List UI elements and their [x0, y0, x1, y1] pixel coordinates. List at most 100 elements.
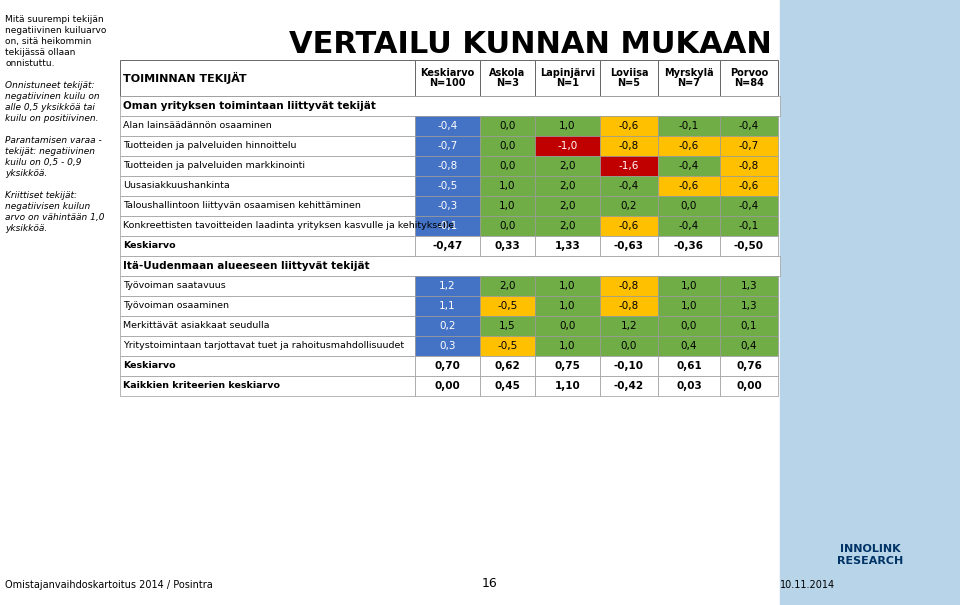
Bar [120, 176, 415, 196]
Bar [600, 296, 658, 316]
Bar [600, 336, 658, 356]
Bar [120, 96, 780, 116]
Bar [600, 116, 658, 136]
Bar [415, 236, 480, 256]
Bar [120, 156, 415, 176]
Bar [600, 316, 658, 336]
Text: 0,4: 0,4 [741, 341, 757, 351]
Text: 0,0: 0,0 [681, 201, 697, 211]
Bar [535, 60, 600, 96]
Bar [120, 196, 415, 216]
Text: 1,0: 1,0 [560, 341, 576, 351]
Text: -0,10: -0,10 [614, 361, 644, 371]
Text: -0,42: -0,42 [614, 381, 644, 391]
Text: -0,5: -0,5 [497, 341, 517, 351]
Bar [480, 196, 535, 216]
Text: 1,0: 1,0 [681, 301, 697, 311]
Text: yksikköä.: yksikköä. [5, 169, 47, 178]
Text: 0,00: 0,00 [435, 381, 461, 391]
Bar [120, 136, 415, 156]
Text: -0,4: -0,4 [679, 161, 699, 171]
Bar [600, 196, 658, 216]
Bar [600, 156, 658, 176]
Text: -0,7: -0,7 [739, 141, 759, 151]
Text: 0,2: 0,2 [440, 321, 456, 331]
Bar [535, 116, 600, 136]
Text: kuilu on positiivinen.: kuilu on positiivinen. [5, 114, 99, 123]
Bar [480, 276, 535, 296]
Text: 0,33: 0,33 [494, 241, 520, 251]
Text: -0,36: -0,36 [674, 241, 704, 251]
Bar [720, 196, 778, 216]
Bar [535, 136, 600, 156]
Text: -0,6: -0,6 [619, 221, 639, 231]
Text: negatiivisen kuilun: negatiivisen kuilun [5, 202, 90, 211]
Text: Myrskylä: Myrskylä [664, 68, 714, 78]
Text: 0,4: 0,4 [681, 341, 697, 351]
Text: Tuotteiden ja palveluiden hinnoittelu: Tuotteiden ja palveluiden hinnoittelu [123, 142, 297, 151]
Bar [415, 196, 480, 216]
Bar [600, 236, 658, 256]
Text: -0,8: -0,8 [619, 281, 639, 291]
Bar [120, 356, 415, 376]
Bar [535, 176, 600, 196]
Bar [600, 176, 658, 196]
Bar [658, 136, 720, 156]
Bar [120, 256, 780, 276]
Text: Keskiarvo: Keskiarvo [123, 362, 176, 370]
Bar [600, 276, 658, 296]
Bar [658, 60, 720, 96]
Bar [720, 136, 778, 156]
Bar [720, 356, 778, 376]
Bar [780, 0, 960, 605]
Text: 1,0: 1,0 [560, 301, 576, 311]
Text: 0,61: 0,61 [676, 361, 702, 371]
Text: -0,63: -0,63 [614, 241, 644, 251]
Bar [658, 156, 720, 176]
Text: 1,2: 1,2 [439, 281, 456, 291]
Text: 0,0: 0,0 [681, 321, 697, 331]
Text: 0,76: 0,76 [736, 361, 762, 371]
Text: Konkreettisten tavoitteiden laadinta yrityksen kasvulle ja kehitykselle: Konkreettisten tavoitteiden laadinta yri… [123, 221, 454, 231]
Bar [535, 216, 600, 236]
Text: 1,3: 1,3 [741, 301, 757, 311]
Text: 1,0: 1,0 [499, 181, 516, 191]
Text: -0,6: -0,6 [619, 121, 639, 131]
Text: -0,4: -0,4 [739, 201, 759, 211]
Bar [415, 276, 480, 296]
Text: alle 0,5 yksikköä tai: alle 0,5 yksikköä tai [5, 103, 95, 112]
Bar [480, 316, 535, 336]
Text: Työvoiman osaaminen: Työvoiman osaaminen [123, 301, 229, 310]
Bar [120, 336, 415, 356]
Text: -0,6: -0,6 [679, 181, 699, 191]
Bar [658, 316, 720, 336]
Text: 0,75: 0,75 [555, 361, 581, 371]
Bar [535, 376, 600, 396]
Text: Onnistuneet tekijät:: Onnistuneet tekijät: [5, 81, 94, 90]
Bar [480, 60, 535, 96]
Text: Itä-Uudenmaan alueeseen liittyvät tekijät: Itä-Uudenmaan alueeseen liittyvät tekijä… [123, 261, 370, 271]
Text: -0,1: -0,1 [739, 221, 759, 231]
Bar [415, 156, 480, 176]
Bar [480, 376, 535, 396]
Bar [658, 296, 720, 316]
Text: Lapinjärvi: Lapinjärvi [540, 68, 595, 78]
Text: 1,0: 1,0 [499, 201, 516, 211]
Bar [120, 216, 415, 236]
Text: 0,0: 0,0 [499, 221, 516, 231]
Text: 0,2: 0,2 [621, 201, 637, 211]
Text: 1,33: 1,33 [555, 241, 581, 251]
Text: Kaikkien kriteerien keskiarvo: Kaikkien kriteerien keskiarvo [123, 382, 280, 390]
Bar [415, 356, 480, 376]
Text: -0,6: -0,6 [739, 181, 759, 191]
Text: Uusasiakkuushankinta: Uusasiakkuushankinta [123, 182, 229, 191]
Text: 1,0: 1,0 [560, 121, 576, 131]
Bar [720, 276, 778, 296]
Text: -0,3: -0,3 [438, 201, 458, 211]
Text: -0,47: -0,47 [432, 241, 463, 251]
Bar [658, 376, 720, 396]
Text: -0,4: -0,4 [739, 121, 759, 131]
Bar [415, 216, 480, 236]
Bar [658, 176, 720, 196]
Text: on, sitä heikommin: on, sitä heikommin [5, 37, 91, 46]
